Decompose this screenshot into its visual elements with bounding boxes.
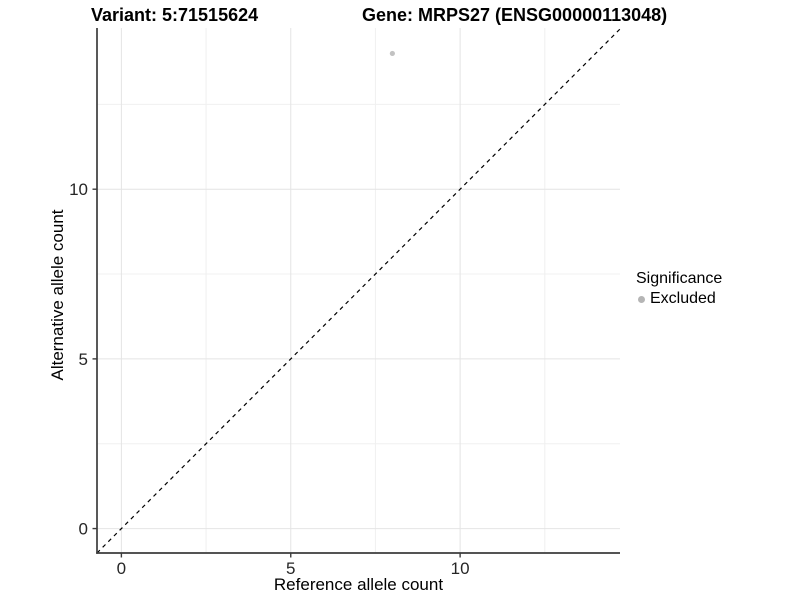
y-axis-title: Alternative allele count bbox=[48, 209, 67, 381]
legend: Significance Excluded bbox=[636, 270, 722, 308]
data-point bbox=[389, 50, 395, 57]
identity-dashed-line bbox=[96, 28, 621, 554]
y-tick-label: 5 bbox=[79, 350, 88, 369]
x-tick-label: 10 bbox=[451, 559, 470, 578]
legend-item-excluded: Excluded bbox=[636, 290, 722, 308]
y-tick-label: 0 bbox=[79, 520, 88, 539]
legend-item-label: Excluded bbox=[650, 290, 716, 307]
x-axis-title: Reference allele count bbox=[273, 575, 444, 594]
x-tick-label: 5 bbox=[286, 559, 295, 578]
y-tick-label: 10 bbox=[69, 180, 88, 199]
gene-title: Gene: MRPS27 (ENSG00000113048) bbox=[362, 5, 668, 25]
x-tick-label: 0 bbox=[117, 559, 126, 578]
legend-title: Significance bbox=[636, 270, 723, 287]
variant-title: Variant: 5:71515624 bbox=[91, 5, 259, 25]
excluded-point-icon bbox=[638, 295, 645, 303]
